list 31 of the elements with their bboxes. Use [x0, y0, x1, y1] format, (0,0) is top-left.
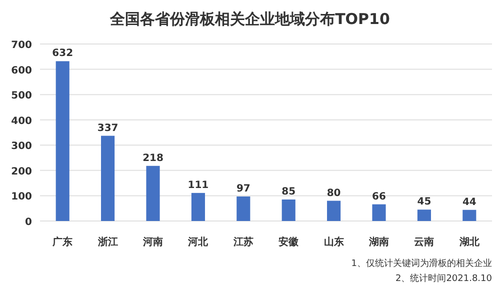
y-tick-label: 100 [11, 192, 32, 203]
data-label: 337 [97, 122, 118, 134]
data-label: 97 [236, 183, 250, 194]
x-tick-label: 山东 [324, 236, 344, 248]
x-tick-label: 湖南 [368, 236, 389, 248]
x-tick-label: 广东 [52, 236, 73, 248]
x-tick-label: 湖北 [458, 236, 480, 248]
data-label: 44 [462, 196, 476, 208]
data-label: 45 [417, 196, 432, 208]
x-tick-label: 云南 [414, 236, 434, 248]
y-tick-label: 500 [11, 90, 32, 102]
x-tick-label: 河南 [142, 236, 163, 248]
y-tick-label: 0 [25, 217, 32, 228]
data-label: 85 [282, 186, 296, 198]
data-label: 111 [188, 180, 209, 191]
title: 全国各省份滑板相关企业地域分布TOP10 [110, 10, 390, 28]
text: 2、统计时间2021.8.10 [395, 273, 492, 284]
x-tick-label: 河北 [187, 236, 210, 248]
data-label: 66 [372, 191, 386, 202]
text: 1、仅统计关键词为滑板的相关企业 [351, 258, 492, 269]
data-label: 632 [52, 48, 74, 60]
data-label: 80 [326, 188, 341, 199]
x-tick-label: 江苏 [232, 236, 254, 248]
y-tick-label: 400 [11, 116, 32, 127]
x-tick-label: 安徽 [278, 236, 300, 248]
y-tick-label: 600 [11, 65, 32, 76]
y-tick-label: 200 [11, 166, 32, 178]
x-tick-label: 浙江 [96, 236, 118, 248]
y-tick-label: 300 [11, 141, 32, 152]
data-label: 218 [142, 152, 164, 164]
y-tick-label: 700 [11, 40, 32, 51]
